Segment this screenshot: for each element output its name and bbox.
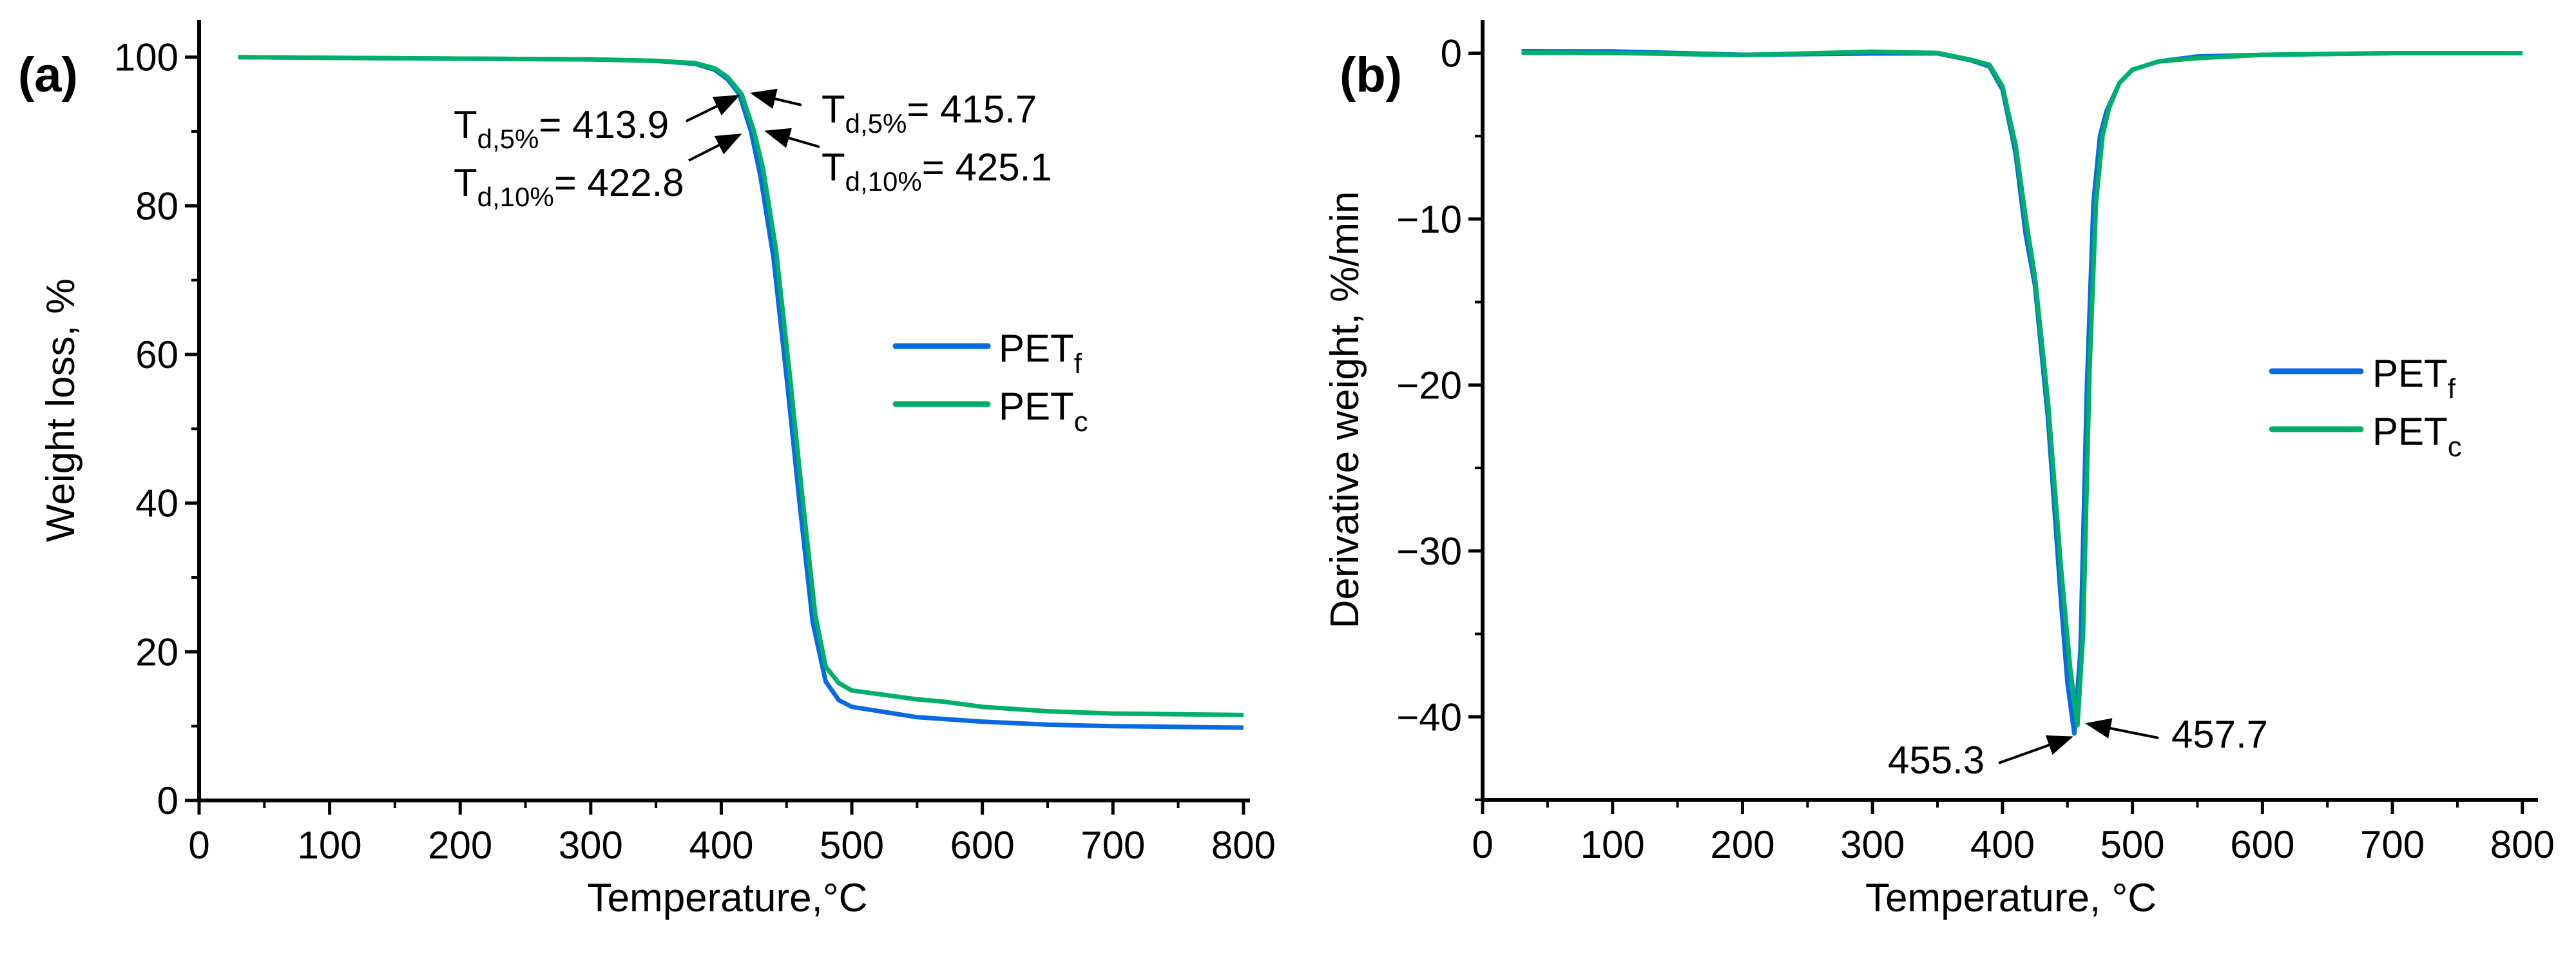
annotation-label: Td,5%= 415.7 <box>822 88 1037 139</box>
x-tick-label: 300 <box>559 824 623 867</box>
annotation-arrow <box>1998 735 2073 764</box>
x-tick-label: 400 <box>689 824 753 867</box>
y-tick-label: 40 <box>135 482 178 525</box>
legend-label: PETf <box>2372 352 2456 405</box>
series-line-PET-c <box>1521 49 2523 728</box>
x-tick-label: 300 <box>1840 823 1905 866</box>
y-tick-label: 0 <box>1441 32 1462 75</box>
x-tick-label: 800 <box>2490 823 2555 866</box>
series-line-PET-f <box>238 55 1244 730</box>
annotation-label: Td,10%= 425.1 <box>822 146 1052 197</box>
x-tick-label: 100 <box>298 824 362 867</box>
x-tick-label: 200 <box>1710 823 1774 866</box>
y-tick-label: 100 <box>114 36 178 79</box>
x-tick-label: 100 <box>1581 823 1645 866</box>
x-tick-label: 0 <box>188 824 209 867</box>
y-tick-label: −10 <box>1396 198 1462 241</box>
x-tick-label: 500 <box>820 824 884 867</box>
annotation-label: Td,10%= 422.8 <box>454 161 684 212</box>
x-tick-label: 800 <box>1211 824 1276 867</box>
x-tick-label: 500 <box>2100 823 2165 866</box>
y-axis-title: Derivative weight, %/min <box>1323 191 1367 629</box>
y-tick-label: 0 <box>157 779 178 822</box>
y-tick-label: 20 <box>135 630 178 673</box>
annotation-label: Td,5%= 413.9 <box>454 103 669 154</box>
annotation-arrow <box>750 88 802 109</box>
x-tick-label: 400 <box>1970 823 2035 866</box>
y-axis-title: Weight loss, % <box>39 278 83 542</box>
y-tick-label: 60 <box>135 333 178 376</box>
x-axis-title: Temperature,°C <box>588 876 868 920</box>
x-tick-label: 600 <box>950 824 1015 867</box>
x-tick-label: 200 <box>428 824 492 867</box>
annotation-label: 457.7 <box>2171 713 2268 756</box>
legend-label: PETc <box>2372 410 2462 463</box>
y-tick-label: −40 <box>1396 695 1462 739</box>
legend-label: PETf <box>999 327 1082 380</box>
x-tick-label: 700 <box>2360 823 2425 866</box>
annotation-label: 455.3 <box>1888 739 1985 782</box>
annotation-arrow <box>688 133 742 162</box>
legend-label: PETc <box>999 385 1088 438</box>
x-tick-label: 0 <box>1472 823 1493 866</box>
x-tick-label: 600 <box>2230 823 2294 866</box>
chart-panel-b: (b) 0 100 200 300 400 500 600 700 800 −40 −30 −20 −10… <box>1323 20 2555 920</box>
series-line-PET-c <box>238 55 1244 717</box>
x-tick-label: 700 <box>1081 824 1145 867</box>
panel-label: (a) <box>18 48 78 102</box>
annotation-arrow <box>2085 718 2159 739</box>
y-tick-label: −20 <box>1396 363 1462 407</box>
annotation-arrow <box>764 128 820 148</box>
panel-label: (b) <box>1340 48 1402 102</box>
y-tick-label: 80 <box>135 184 178 228</box>
x-axis-title: Temperature, °C <box>1865 876 2157 920</box>
chart-panel-a: (a) 0 100 200 300 400 500 600 700 800 0 20 40 60 80 100… <box>18 20 1276 920</box>
y-tick-label: −30 <box>1396 530 1462 573</box>
annotation-arrow <box>686 95 740 122</box>
